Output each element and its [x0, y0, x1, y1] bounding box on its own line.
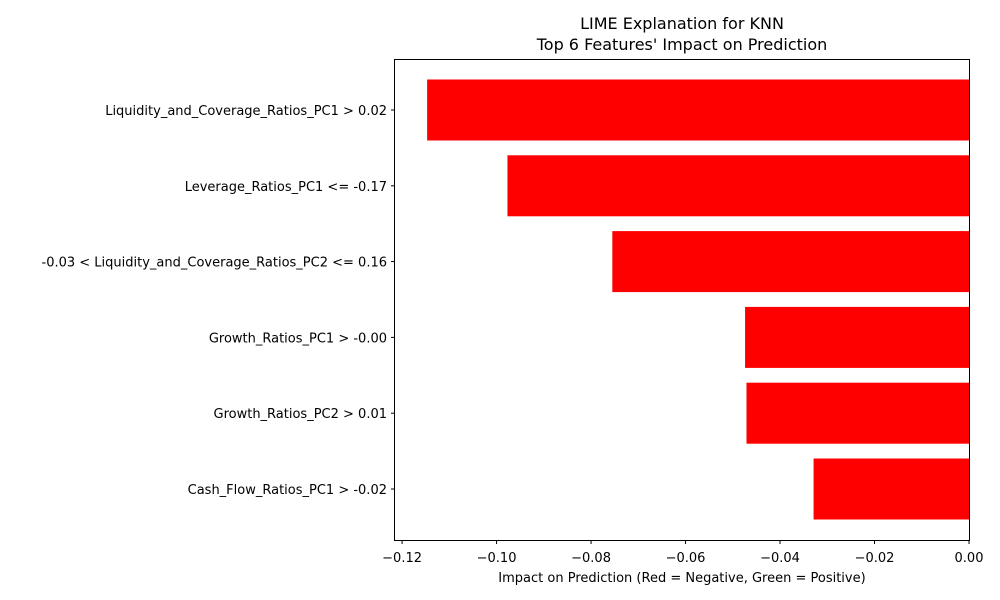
- y-tick-label: Leverage_Ratios_PC1 <= -0.17: [185, 180, 387, 195]
- bar-4: [745, 306, 969, 368]
- x-tick-label: 0.00: [955, 551, 984, 566]
- x-tick-label: −0.06: [666, 551, 706, 566]
- y-tick-label: Cash_Flow_Ratios_PC1 > -0.02: [188, 483, 387, 498]
- plot-area-frame: [394, 59, 970, 541]
- x-axis: −0.12 −0.10 −0.08 −0.06 −0.04 −0.02 0.00: [382, 540, 983, 566]
- chart-subtitle: Top 6 Features' Impact on Prediction: [536, 35, 828, 54]
- bar-1: [427, 79, 969, 141]
- x-tick-label: −0.10: [477, 551, 517, 566]
- chart-title: LIME Explanation for KNN: [580, 14, 784, 33]
- bar-2: [507, 155, 969, 217]
- y-tick-label: Growth_Ratios_PC2 > 0.01: [214, 407, 388, 422]
- bar-6: [813, 458, 969, 520]
- y-tick-label: Liquidity_and_Coverage_Ratios_PC1 > 0.02: [105, 104, 387, 119]
- y-axis: Liquidity_and_Coverage_Ratios_PC1 > 0.02…: [42, 104, 395, 498]
- y-tick-label: -0.03 < Liquidity_and_Coverage_Ratios_PC…: [42, 256, 387, 271]
- y-tick-label: Growth_Ratios_PC1 > -0.00: [209, 331, 387, 346]
- x-tick-label: −0.04: [760, 551, 800, 566]
- bar-3: [612, 231, 969, 293]
- x-tick-label: −0.08: [571, 551, 611, 566]
- x-tick-label: −0.02: [855, 551, 895, 566]
- bars-group: [427, 79, 969, 520]
- x-axis-label: Impact on Prediction (Red = Negative, Gr…: [498, 571, 865, 586]
- bar-5: [746, 382, 969, 444]
- x-tick-label: −0.12: [382, 551, 422, 566]
